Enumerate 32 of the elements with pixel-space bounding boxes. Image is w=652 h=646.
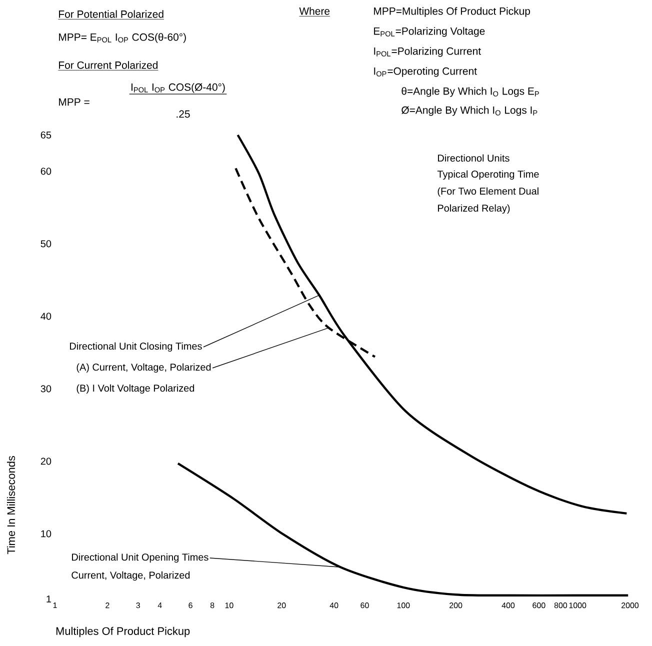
annotation: (For Two Element Dual: [438, 187, 538, 197]
text: MPP =: [59, 98, 90, 106]
annotation: (A) Current, Voltage, Polarized: [76, 363, 211, 373]
text: Ø=Angle By Which I$_{O}$ Logs I$_{P}$: [402, 106, 538, 116]
y-tick-label: 30: [40, 385, 52, 392]
annotation: Directional Unit Closing Times: [70, 342, 202, 352]
text: MPP= E$_{POL}$ I$_{OP}$ COS(θ-60°): [59, 33, 186, 43]
annotation: Directional Unit Opening Times: [72, 553, 208, 563]
annotation: Directionol Units: [438, 154, 510, 162]
y-tick-label: 1: [46, 596, 51, 602]
annotation: (B) I Volt Voltage Polarized: [76, 384, 194, 394]
annotation: Polarized Relay): [438, 204, 510, 214]
y-tick-label: 10: [41, 530, 52, 538]
y-tick-label: 65: [40, 131, 52, 139]
annotation: Current, Voltage, Polarized: [72, 571, 190, 581]
text: I$_{OP}$=Operoting Current: [374, 67, 477, 77]
text: Where: [299, 7, 330, 15]
text: .25: [176, 110, 190, 118]
text: I$_{POL}$ I$_{OP}$ COS(Ø-40°): [132, 83, 225, 93]
y-tick-label: 50: [40, 240, 52, 248]
y-tick-label: 60: [40, 168, 52, 175]
y-tick-label: 20: [40, 458, 52, 465]
text: MPP=Multiples Of Product Pickup: [374, 7, 530, 17]
annotation: Typical Operoting Time: [437, 170, 539, 180]
text: E$_{POL}$=Polarizing Voltage: [374, 27, 485, 37]
text: For Current Polarized: [59, 61, 158, 69]
x-axis-title: Multiples Of Product Pickup: [56, 626, 190, 638]
text: θ=Angle By Which I$_{O}$ Logs E$_{P}$: [402, 87, 539, 97]
y-tick-label: 40: [40, 312, 52, 320]
text: I$_{POL}$=Polarizing Current: [374, 47, 481, 57]
y-axis-title: Time In Milliseconds: [6, 456, 16, 554]
text: For Potential Polarized: [59, 10, 164, 18]
